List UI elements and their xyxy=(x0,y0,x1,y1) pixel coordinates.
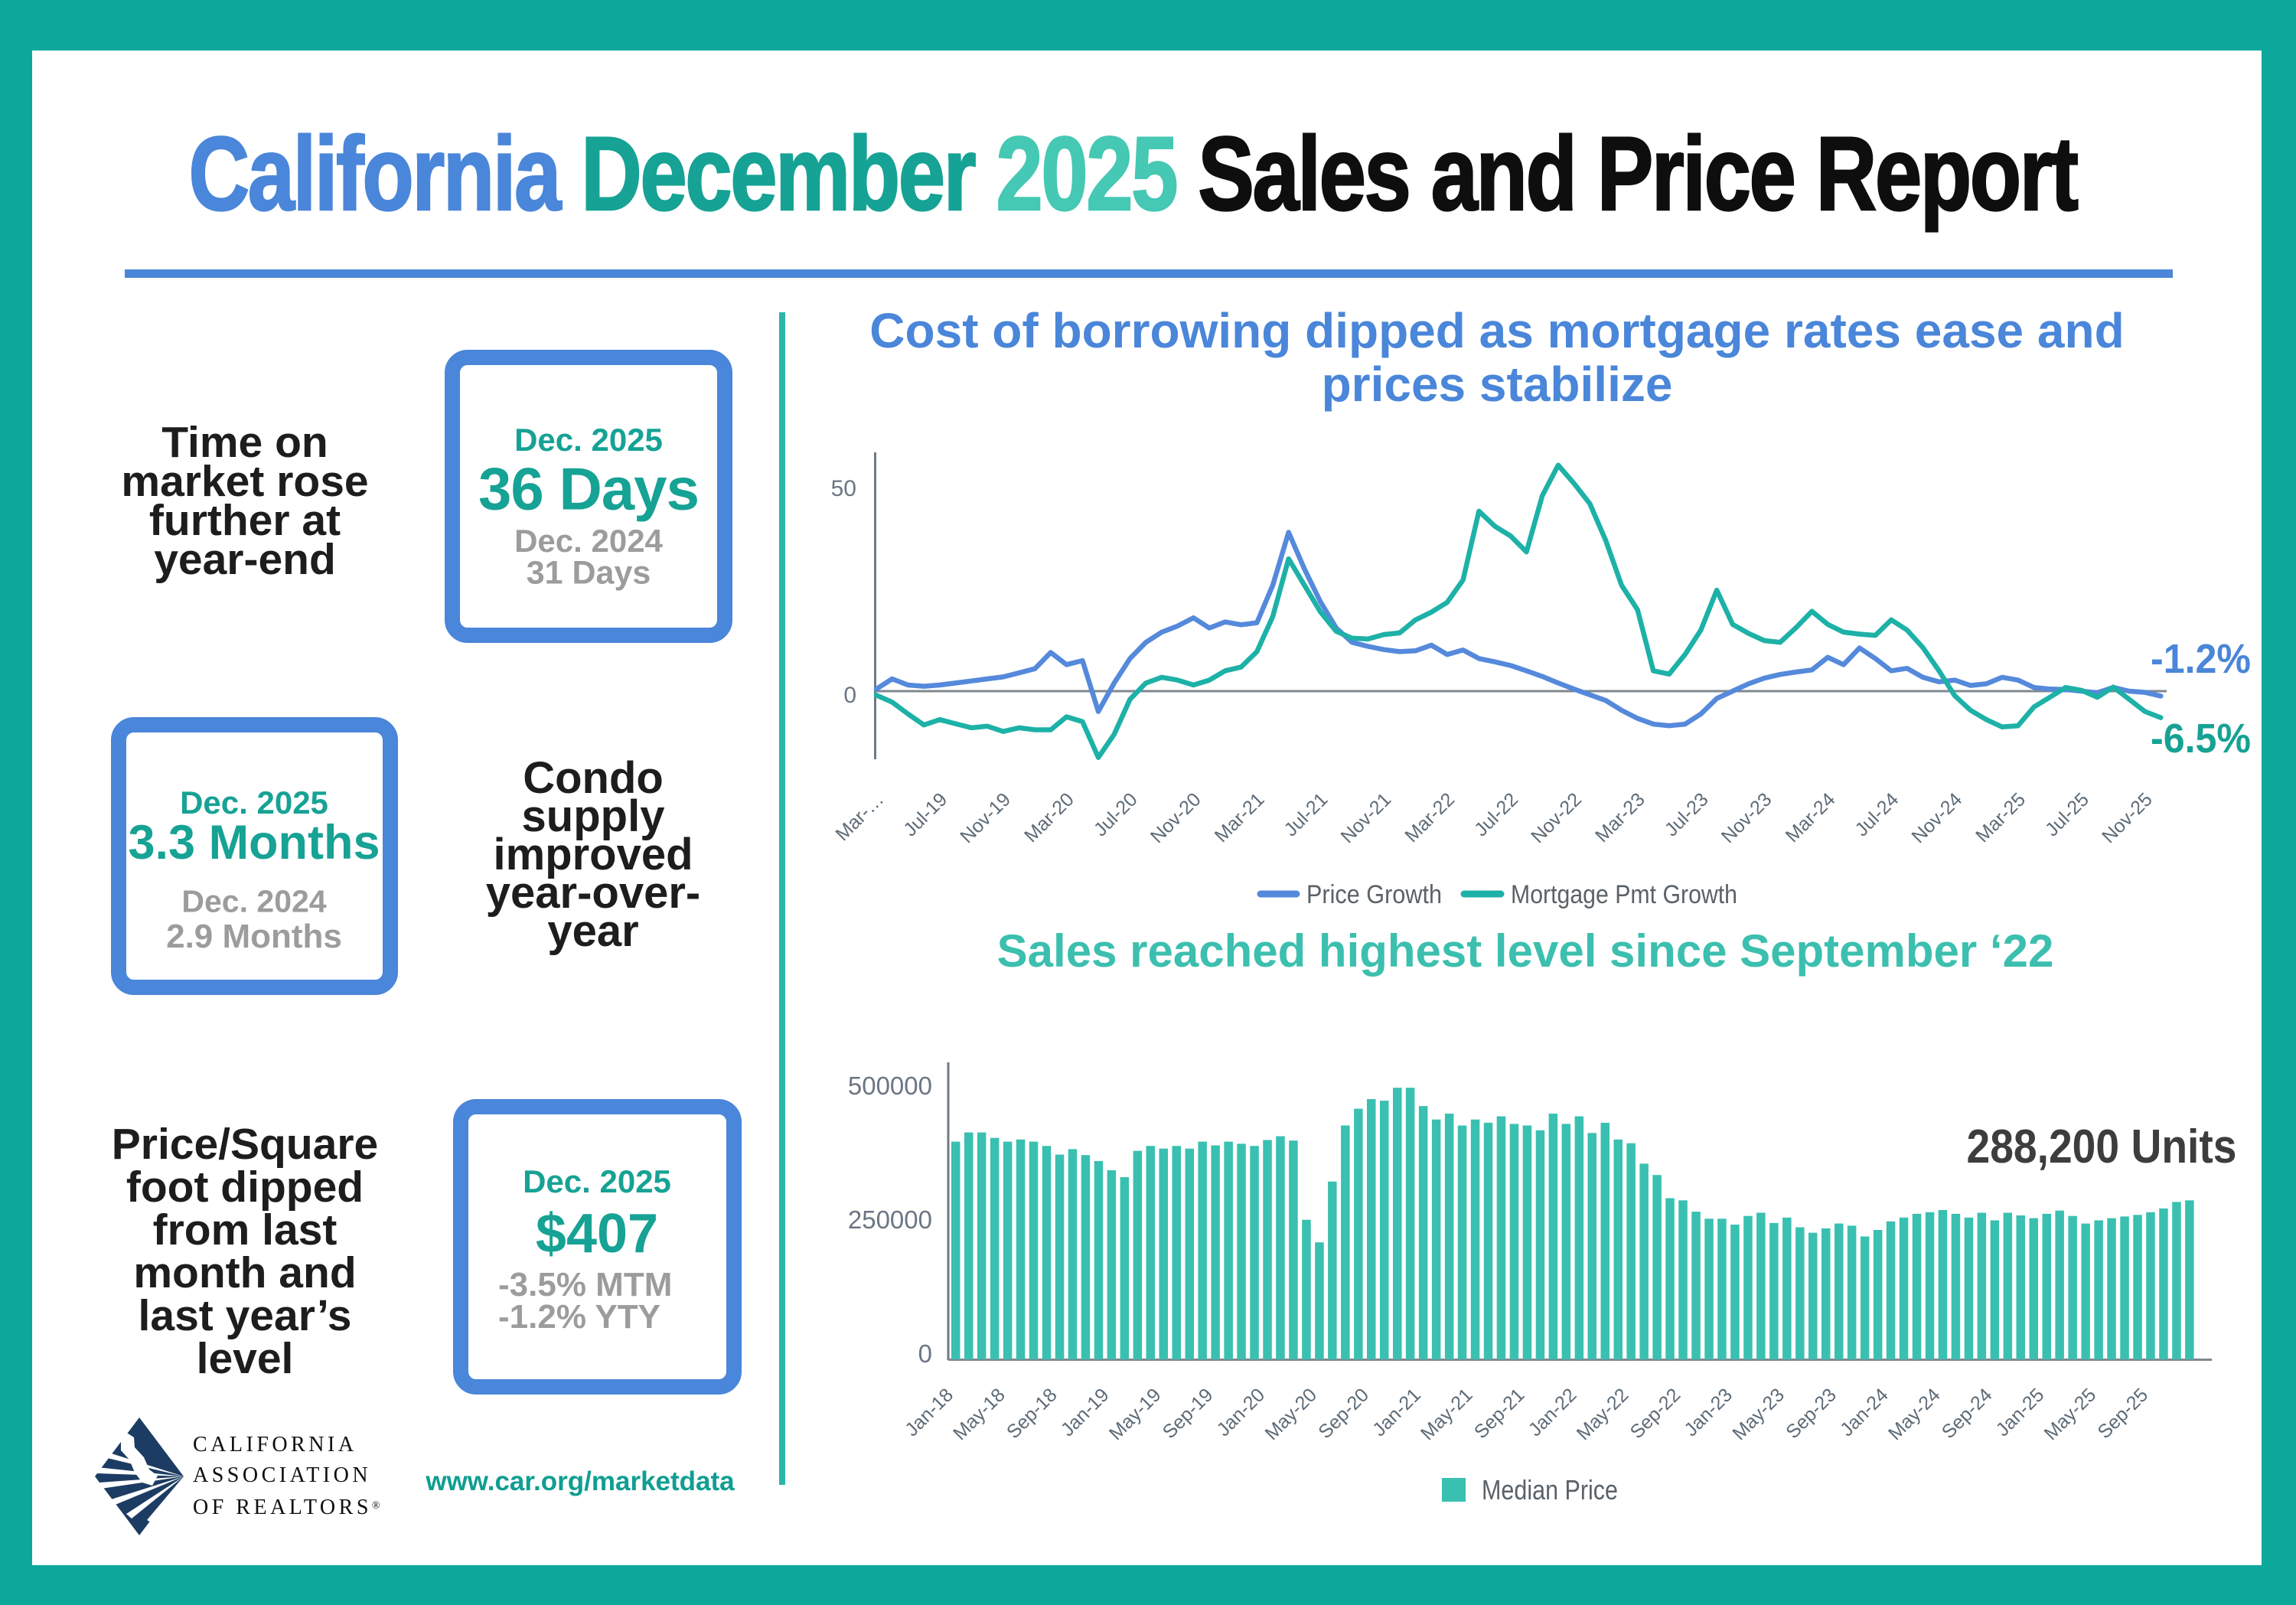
svg-text:50: 50 xyxy=(831,476,856,501)
svg-text:Jan-24: Jan-24 xyxy=(1836,1384,1893,1440)
svg-text:May-20: May-20 xyxy=(1261,1384,1321,1444)
svg-text:Mar-25: Mar-25 xyxy=(1971,788,2030,847)
svg-text:Jul-21: Jul-21 xyxy=(1280,788,1332,840)
svg-text:0: 0 xyxy=(843,683,856,708)
svg-text:Mar-24: Mar-24 xyxy=(1782,788,1840,847)
svg-text:May-22: May-22 xyxy=(1573,1384,1633,1444)
svg-text:Mar-21: Mar-21 xyxy=(1211,788,1269,847)
svg-text:Mar-22: Mar-22 xyxy=(1401,788,1459,847)
svg-text:Jul-20: Jul-20 xyxy=(1090,788,1142,840)
svg-text:Sep-20: Sep-20 xyxy=(1314,1384,1373,1443)
svg-text:Jan-18: Jan-18 xyxy=(901,1384,957,1440)
svg-text:Jul-25: Jul-25 xyxy=(2041,788,2093,840)
svg-text:Jul-23: Jul-23 xyxy=(1661,788,1713,840)
svg-text:Sep-18: Sep-18 xyxy=(1003,1384,1062,1443)
svg-text:Jul-19: Jul-19 xyxy=(899,788,951,840)
svg-text:Median Price: Median Price xyxy=(1482,1474,1618,1506)
svg-text:Sep-21: Sep-21 xyxy=(1470,1384,1529,1443)
svg-text:Jan-21: Jan-21 xyxy=(1368,1384,1425,1440)
svg-text:-1.2%: -1.2% xyxy=(2151,636,2251,682)
svg-text:Jul-22: Jul-22 xyxy=(1470,788,1522,840)
svg-text:Nov-23: Nov-23 xyxy=(1717,788,1776,847)
svg-text:0: 0 xyxy=(918,1339,932,1368)
svg-text:May-18: May-18 xyxy=(949,1384,1009,1444)
svg-text:May-19: May-19 xyxy=(1105,1384,1166,1444)
svg-text:Price Growth: Price Growth xyxy=(1306,880,1442,909)
svg-text:Jan-19: Jan-19 xyxy=(1057,1384,1114,1440)
svg-text:Nov-19: Nov-19 xyxy=(956,788,1015,847)
svg-text:Sep-22: Sep-22 xyxy=(1626,1384,1685,1443)
svg-text:Sep-24: Sep-24 xyxy=(1938,1384,1997,1443)
svg-text:Nov-22: Nov-22 xyxy=(1527,788,1586,847)
svg-text:May-23: May-23 xyxy=(1728,1384,1789,1444)
svg-text:Mortgage Pmt Growth: Mortgage Pmt Growth xyxy=(1511,880,1737,909)
svg-text:Mar-20: Mar-20 xyxy=(1020,788,1078,847)
svg-text:Mar-…: Mar-… xyxy=(831,788,888,845)
svg-text:Mar-23: Mar-23 xyxy=(1591,788,1649,847)
svg-text:Sep-25: Sep-25 xyxy=(2093,1384,2152,1443)
svg-text:Nov-20: Nov-20 xyxy=(1146,788,1205,847)
svg-text:Jan-23: Jan-23 xyxy=(1680,1384,1737,1440)
svg-text:Nov-21: Nov-21 xyxy=(1336,788,1395,847)
svg-text:Jan-25: Jan-25 xyxy=(1992,1384,2049,1440)
svg-text:May-21: May-21 xyxy=(1417,1384,1477,1444)
svg-text:-6.5%: -6.5% xyxy=(2151,716,2251,762)
svg-text:Nov-25: Nov-25 xyxy=(2098,788,2157,847)
svg-text:500000: 500000 xyxy=(848,1072,932,1100)
svg-text:288,200 Units: 288,200 Units xyxy=(1967,1121,2237,1173)
svg-text:250000: 250000 xyxy=(848,1205,932,1234)
svg-text:Jan-20: Jan-20 xyxy=(1212,1384,1269,1440)
svg-text:Nov-24: Nov-24 xyxy=(1907,788,1966,847)
svg-text:May-25: May-25 xyxy=(2040,1384,2101,1444)
svg-text:Jan-22: Jan-22 xyxy=(1525,1384,1581,1440)
svg-text:Jul-24: Jul-24 xyxy=(1851,788,1903,840)
svg-text:Sep-19: Sep-19 xyxy=(1159,1384,1218,1443)
svg-text:Sep-23: Sep-23 xyxy=(1782,1384,1841,1443)
svg-text:May-24: May-24 xyxy=(1884,1384,1945,1444)
